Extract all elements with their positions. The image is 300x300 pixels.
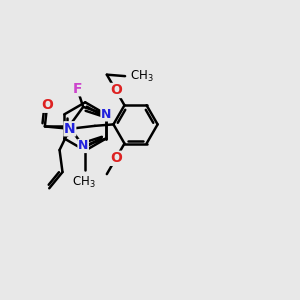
- Text: O: O: [41, 98, 53, 112]
- Text: CH$_3$: CH$_3$: [72, 175, 96, 190]
- Text: N: N: [64, 122, 76, 136]
- Text: CH$_3$: CH$_3$: [130, 69, 154, 84]
- Text: N: N: [78, 140, 88, 152]
- Text: O: O: [110, 151, 122, 165]
- Text: F: F: [73, 82, 82, 96]
- Text: O: O: [110, 83, 122, 98]
- Text: N: N: [101, 108, 111, 121]
